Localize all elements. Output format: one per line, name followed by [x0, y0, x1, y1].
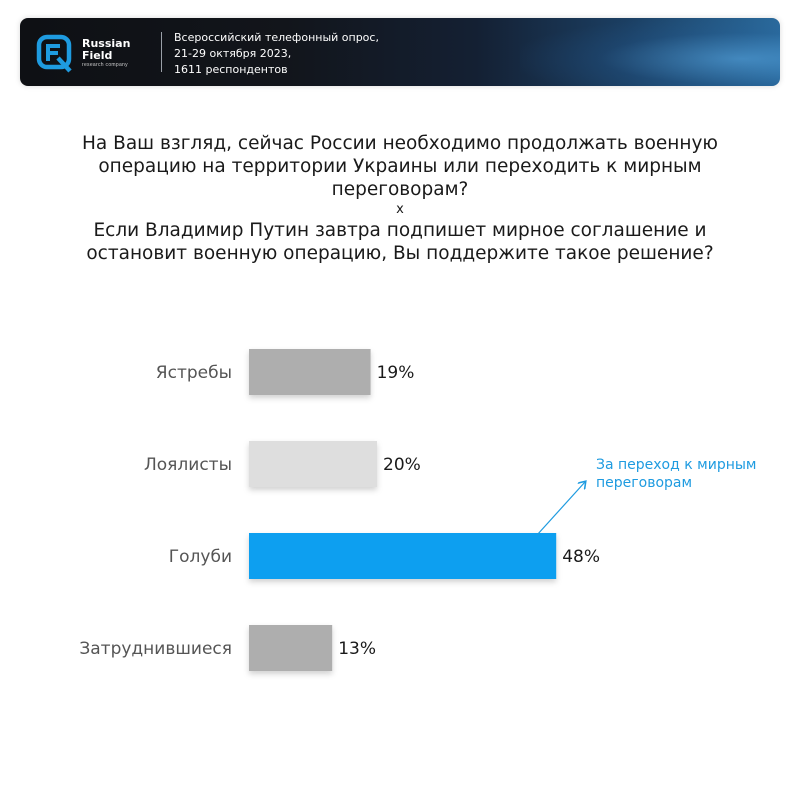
- category-label-3: Затруднившиеся: [79, 639, 232, 659]
- bar-2: [249, 533, 557, 579]
- brand-sub: research company: [82, 62, 128, 68]
- question-separator: x: [396, 202, 404, 217]
- question-part1-line3: переговорам?: [331, 179, 469, 200]
- bar-3: [249, 625, 333, 671]
- category-label-0: Ястребы: [156, 363, 232, 383]
- bar-0: [249, 349, 371, 395]
- value-label-0: 19%: [377, 363, 415, 383]
- question-text: На Ваш взгляд, сейчас России необходимо …: [40, 132, 760, 265]
- survey-line2: 21-29 октября 2023,: [174, 47, 292, 60]
- header-divider: [161, 32, 162, 72]
- brand-line1: Russian: [82, 37, 131, 50]
- bar-chart: Ястребы 19% Лоялисты 20% Голуби 48% Затруднивш…: [79, 349, 756, 671]
- category-label-1: Лоялисты: [144, 455, 232, 475]
- brand-name: Russian Field research company: [82, 38, 130, 69]
- question-part2-line2: остановит военную операцию, Вы поддержит…: [86, 243, 714, 264]
- question-part1-line1: На Ваш взгляд, сейчас России необходимо …: [82, 133, 718, 154]
- russian-field-logo-icon: [36, 34, 72, 73]
- header-glow: [520, 18, 780, 86]
- value-label-1: 20%: [383, 455, 421, 475]
- annotation-line1: За переход к мирным: [596, 457, 756, 473]
- survey-line3: 1611 респондентов: [174, 63, 288, 76]
- question-part2-line1: Если Владимир Путин завтра подпишет мирн…: [93, 220, 707, 241]
- category-label-2: Голуби: [169, 547, 232, 567]
- survey-info: Всероссийский телефонный опрос, 21-29 ок…: [174, 30, 379, 78]
- annotation-line2: переговорам: [596, 475, 692, 491]
- survey-line1: Всероссийский телефонный опрос,: [174, 31, 379, 44]
- header-banner: Russian Field research company Всероссий…: [20, 18, 780, 86]
- brand-line2: Field: [82, 49, 113, 62]
- bar-1: [249, 441, 377, 487]
- value-label-2: 48%: [562, 547, 600, 567]
- annotation-arrow: [536, 482, 585, 536]
- question-part1-line2: операцию на территории Украины или перех…: [98, 156, 702, 177]
- value-label-3: 13%: [338, 639, 376, 659]
